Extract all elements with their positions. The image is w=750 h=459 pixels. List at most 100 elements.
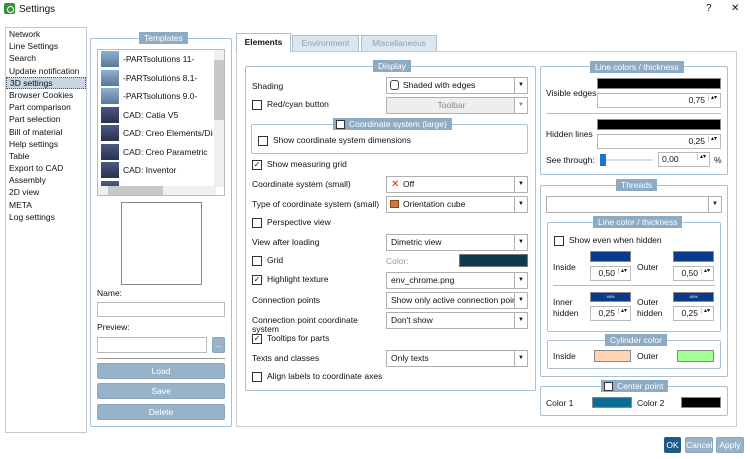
conn-coord-dropdown[interactable]: Don't show ▼ [386, 312, 528, 329]
cylinder-color-title: Cylinder color [605, 334, 667, 346]
threads-title: Threads [616, 179, 658, 191]
outer-hidden-color-swatch[interactable]: 40% [673, 292, 714, 302]
measuring-grid-checkbox[interactable]: ✓ Show measuring grid [252, 159, 347, 170]
inner-hidden-spinner[interactable]: 0,25 [590, 306, 631, 321]
hidden-color-swatch[interactable] [597, 119, 721, 130]
apply-button[interactable]: Apply [716, 437, 744, 453]
see-through-slider[interactable] [600, 154, 653, 166]
vertical-scrollbar[interactable] [214, 50, 224, 187]
horizontal-scrollbar[interactable] [98, 186, 216, 195]
color1-swatch[interactable] [592, 397, 632, 408]
nav-item[interactable]: Part comparison [9, 102, 71, 113]
nav-item[interactable]: Log settings [9, 211, 55, 222]
cyl-inside-color-swatch[interactable] [594, 350, 631, 362]
outer-hidden-spinner[interactable]: 0,25 [673, 306, 714, 321]
name-label: Name: [97, 288, 123, 298]
template-list-item[interactable]: CAD: Catia V5 [98, 106, 213, 125]
outer-label: Outer [637, 262, 659, 272]
hidden-thickness-spinner[interactable]: 0,25 [597, 134, 721, 149]
color1-label: Color 1 [546, 398, 574, 408]
cancel-button[interactable]: Cancel [685, 437, 713, 453]
coord-type-dropdown[interactable]: Orientation cube ▼ [386, 196, 528, 213]
close-button[interactable]: ✕ [731, 3, 740, 14]
threads-dropdown[interactable]: ▼ [546, 196, 722, 213]
nav-item[interactable]: META [9, 199, 32, 210]
center-point-checkbox[interactable]: ✓ Center point [601, 380, 669, 392]
template-preview-image [121, 202, 202, 285]
coord-large-checkbox[interactable]: ✓ Coordinate system (large) [333, 118, 452, 130]
delete-button[interactable]: Delete [97, 404, 225, 420]
tab-miscellaneous[interactable]: Miscellaneous [361, 35, 437, 51]
dropdown-arrow-icon: ▼ [514, 78, 527, 93]
template-name: CAD: Catia V5 [123, 109, 179, 120]
template-list-item[interactable]: CAD: Creo Parametric [98, 143, 213, 162]
redcyan-dropdown: Toolbar ▼ [386, 97, 528, 114]
coord-small-dropdown[interactable]: ✕ Off ▼ [386, 176, 528, 193]
nav-item[interactable]: Part selection [9, 114, 61, 125]
nav-item[interactable]: Search [9, 53, 36, 64]
template-list-item[interactable]: -PARTsolutions 8.1- [98, 69, 213, 88]
nav-item[interactable]: 3D settings [6, 76, 86, 89]
nav-item[interactable]: Bill of material [9, 126, 63, 137]
save-button[interactable]: Save [97, 383, 225, 399]
conn-dropdown[interactable]: Show only active connection points ▼ [386, 292, 528, 309]
cube-icon [390, 200, 399, 208]
nav-item[interactable]: Network [9, 29, 41, 39]
window-title: Settings [19, 4, 56, 15]
highlight-dropdown[interactable]: env_chrome.png ▼ [386, 272, 528, 289]
tab-environment[interactable]: Environment [292, 35, 359, 51]
nav-item[interactable]: Export to CAD [9, 163, 64, 174]
nav-item[interactable]: Table [9, 150, 30, 161]
color2-label: Color 2 [637, 398, 665, 408]
load-button[interactable]: Load [97, 363, 225, 379]
outer-thickness-spinner[interactable]: 0,50 [673, 266, 714, 281]
template-list-item[interactable]: -PARTsolutions 9.0- [98, 87, 213, 106]
highlight-checkbox[interactable]: ✓ Highlight texture [252, 274, 329, 285]
grid-checkbox[interactable]: Grid [252, 255, 283, 266]
nav-item[interactable]: Update notification [9, 65, 80, 76]
templates-list[interactable]: -PARTsolutions 11- -PARTsolutions 8.1- -PA… [97, 49, 225, 196]
thread-line-title: Line color / thickness [593, 216, 683, 228]
cyl-outer-color-swatch[interactable] [677, 350, 714, 362]
nav-item[interactable]: 2D view [9, 187, 40, 198]
nav-item[interactable]: Browser Cookies [9, 89, 74, 100]
shading-dropdown[interactable]: Shaded with edges ▼ [386, 77, 528, 94]
ok-button[interactable]: OK [664, 437, 681, 453]
tooltips-checkbox[interactable]: ✓ Tooltips for parts [252, 333, 330, 344]
texts-dropdown[interactable]: Only texts ▼ [386, 350, 528, 367]
inside-thickness-spinner[interactable]: 0,50 [590, 266, 631, 281]
template-name: -PARTsolutions 11- [123, 54, 195, 65]
template-thumbnail-icon [101, 162, 119, 179]
grid-color-swatch[interactable] [459, 254, 528, 267]
perspective-checkbox[interactable]: Perspective view [252, 217, 331, 228]
name-input[interactable] [97, 302, 225, 317]
browse-button[interactable]: ... [212, 337, 225, 353]
inner-hidden-color-swatch[interactable]: 40% [590, 292, 631, 302]
nav-item[interactable]: Assembly [9, 175, 46, 186]
line-colors-title: Line colors / thickness [590, 61, 684, 73]
color2-swatch[interactable] [681, 397, 721, 408]
see-through-label: See through: [546, 155, 595, 165]
nav-item[interactable]: Help settings [9, 138, 59, 149]
align-checkbox[interactable]: Align labels to coordinate axes [252, 371, 382, 382]
shading-label: Shading [252, 81, 284, 91]
inside-color-swatch[interactable] [590, 251, 631, 262]
show-hidden-checkbox[interactable]: Show even when hidden [554, 235, 662, 246]
template-thumbnail-icon [101, 88, 119, 105]
template-list-item[interactable]: CAD: Inventor [98, 161, 213, 180]
redcyan-checkbox[interactable]: Red/cyan button [252, 99, 329, 110]
nav-item[interactable]: Line Settings [9, 41, 59, 52]
tab-elements[interactable]: Elements [236, 33, 291, 52]
visible-color-swatch[interactable] [597, 78, 721, 89]
see-through-spinner[interactable]: 0,00 [658, 152, 710, 167]
preview-label: Preview: [97, 322, 130, 332]
outer-color-swatch[interactable] [673, 251, 714, 262]
preview-input[interactable] [97, 337, 207, 353]
help-button[interactable]: ? [706, 3, 712, 14]
show-dims-checkbox[interactable]: Show coordinate system dimensions [258, 135, 411, 146]
inside-label: Inside [553, 262, 576, 272]
template-list-item[interactable]: CAD: Creo Elements/Direc [98, 124, 213, 143]
view-dropdown[interactable]: Dimetric view ▼ [386, 234, 528, 251]
visible-thickness-spinner[interactable]: 0,75 [597, 93, 721, 108]
template-list-item[interactable]: -PARTsolutions 11- [98, 50, 213, 69]
